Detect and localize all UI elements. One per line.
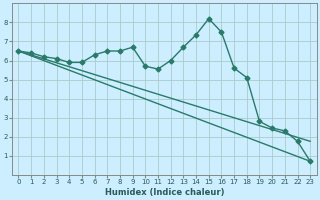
X-axis label: Humidex (Indice chaleur): Humidex (Indice chaleur) [105,188,224,197]
